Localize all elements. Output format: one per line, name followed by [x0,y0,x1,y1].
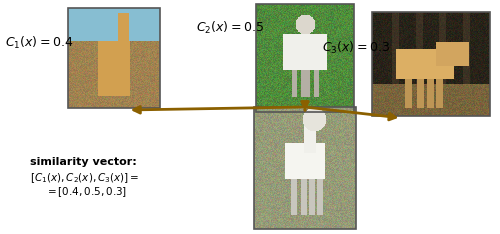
Text: $C_2(x){=}0.5$: $C_2(x){=}0.5$ [196,20,264,36]
Bar [372,12,490,116]
Bar [68,8,160,108]
Text: $C_1(x){=}0.4$: $C_1(x){=}0.4$ [5,35,73,51]
Text: $[C_1(x), C_2(x), C_3(x)]=$: $[C_1(x), C_2(x), C_3(x)]=$ [30,171,140,185]
Text: similarity vector:: similarity vector: [30,157,137,167]
Bar [254,107,356,229]
Text: $C_3(x){=}0.3$: $C_3(x){=}0.3$ [322,40,390,56]
Bar [256,4,354,112]
Text: $=[0.4, 0.5, 0.3]$: $=[0.4, 0.5, 0.3]$ [45,185,127,199]
